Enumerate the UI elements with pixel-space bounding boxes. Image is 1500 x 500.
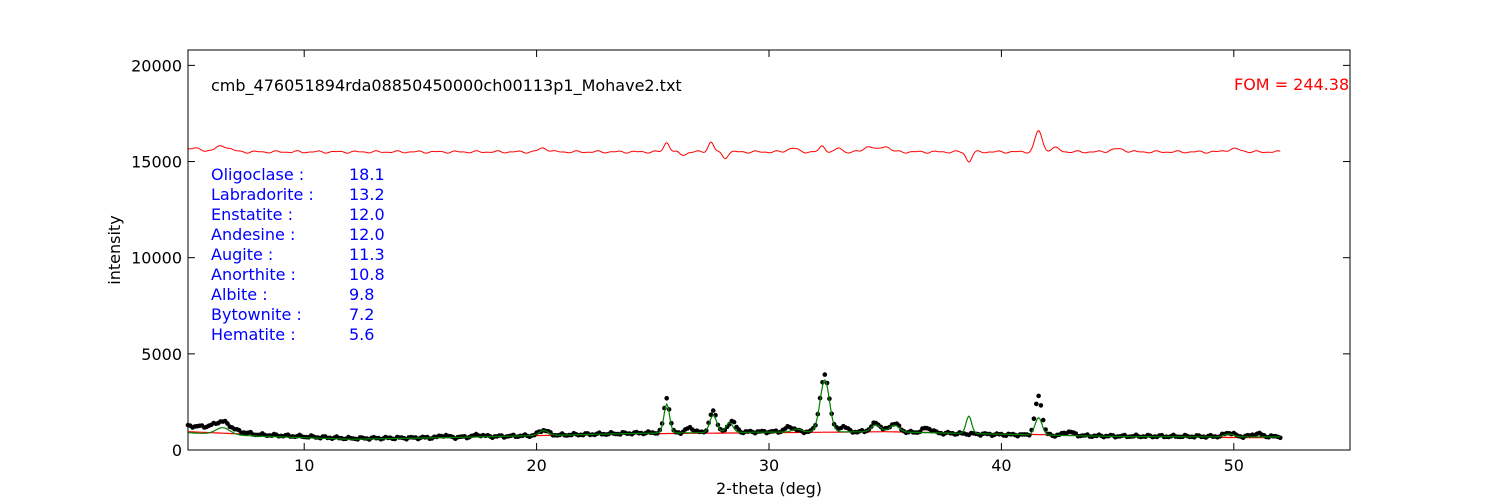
x-tick-label: 30 [759, 456, 779, 475]
plot-area [185, 129, 1283, 442]
phase-value: 5.6 [349, 325, 374, 344]
phase-name: Albite : [211, 285, 268, 304]
fit-curve [188, 378, 1281, 440]
residual-curve [187, 129, 1281, 163]
observed-point [1036, 393, 1041, 399]
phase-value: 12.0 [349, 205, 385, 224]
observed-point [1031, 416, 1037, 422]
phase-value: 9.8 [349, 285, 374, 304]
observed-point [1038, 403, 1044, 408]
x-tick-label: 50 [1224, 456, 1244, 475]
observed-point [1278, 435, 1283, 441]
axes-ticks: 10 20 30 40 50 0 5000 10000 15000 20000 [131, 50, 1350, 475]
observed-point [722, 427, 728, 433]
y-tick-label: 15000 [131, 153, 182, 172]
chart-title: cmb_476051894rda08850450000ch00113p1_Moh… [211, 76, 682, 96]
phase-name: Oligoclase : [211, 165, 304, 184]
fom-label: FOM = 244.38 [1234, 75, 1349, 94]
y-tick-label: 5000 [141, 345, 182, 364]
phase-value: 7.2 [349, 305, 374, 324]
phase-value: 10.8 [349, 265, 385, 284]
phase-value: 13.2 [349, 185, 385, 204]
phase-value: 12.0 [349, 225, 385, 244]
observed-point [1040, 417, 1046, 423]
phase-name: Labradorite : [211, 185, 314, 204]
phase-value: 18.1 [349, 165, 385, 184]
y-tick-label: 20000 [131, 56, 182, 75]
phase-name: Anorthite : [211, 265, 296, 284]
phase-name: Andesine : [211, 225, 295, 244]
phase-value: 11.3 [349, 245, 385, 264]
phase-list: Oligoclase : 18.1 Labradorite : 13.2 Enstati… [211, 165, 385, 344]
observed-point [731, 419, 737, 425]
x-tick-label: 40 [991, 456, 1011, 475]
y-axis-label: intensity [105, 215, 124, 284]
phase-name: Enstatite : [211, 205, 293, 224]
y-tick-label: 0 [172, 441, 182, 460]
observed-point [664, 396, 669, 401]
observed-point [869, 424, 874, 429]
y-tick-label: 10000 [131, 249, 182, 268]
phase-name: Bytownite : [211, 305, 302, 324]
observed-point [1034, 401, 1039, 407]
x-axis-label: 2-theta (deg) [716, 479, 822, 498]
phase-name: Hematite : [211, 325, 296, 344]
x-tick-label: 20 [526, 456, 546, 475]
observed-point [822, 372, 828, 377]
phase-name: Augite : [211, 245, 273, 264]
observed-point [710, 408, 716, 413]
x-tick-label: 10 [294, 456, 314, 475]
